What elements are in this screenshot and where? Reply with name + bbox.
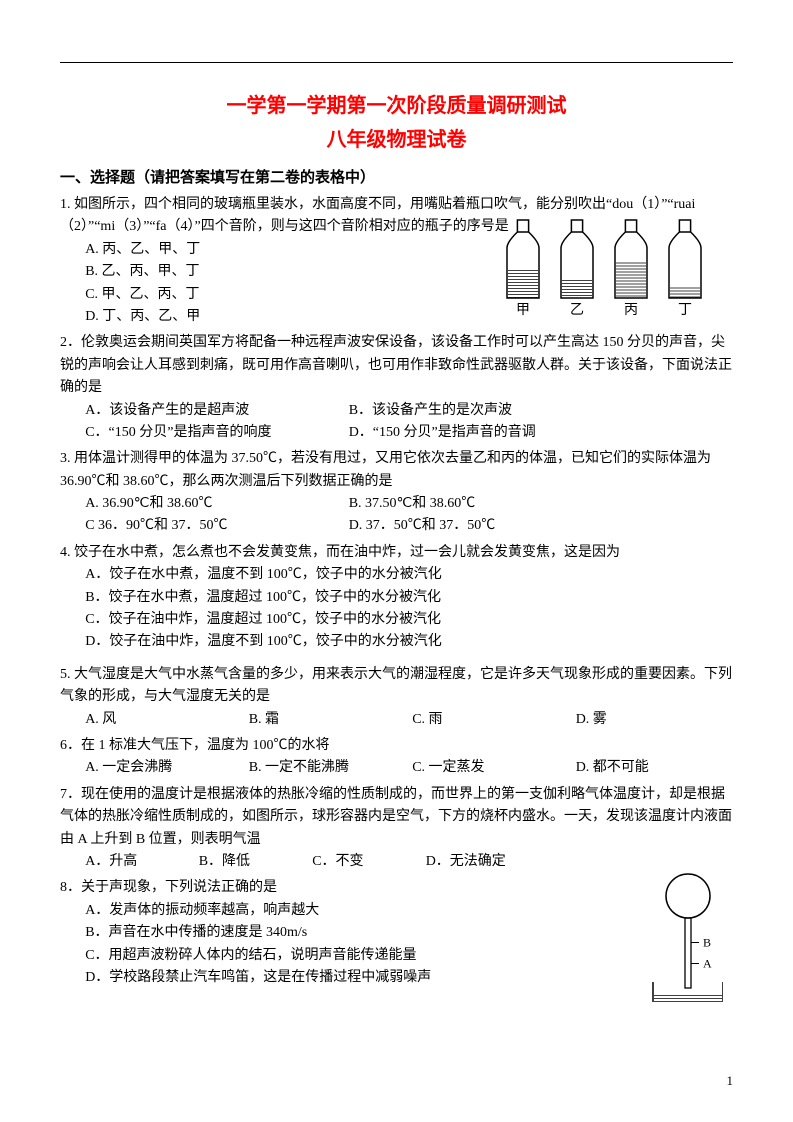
q6-opt-b: B. 一定不能沸腾 [249,757,409,779]
svg-text:乙: 乙 [570,302,584,318]
svg-text:丙: 丙 [624,303,638,318]
page-number: 1 [727,1071,734,1092]
q4-opt-c: C．饺子在油中炸，温度超过 100℃，饺子中的水分被汽化 [85,609,733,631]
q5-opt-d: D. 雾 [576,709,607,731]
question-3: 3. 用体温计测得甲的体温为 37.50℃，若没有甩过，又用它依次去量乙和丙的体… [60,448,733,538]
q6-stem: 6．在 1 标准大气压下，温度为 100℃的水将 [60,735,733,757]
q7-opt-c: C．不变 [312,851,422,873]
q3-options-row2: C 36．90℃和 37．50℃ D. 37．50℃和 37．50℃ [60,515,733,537]
q3-options-row1: A. 36.90℃和 38.60℃ B. 37.50℃和 38.60℃ [60,493,733,515]
q6-options: A. 一定会沸腾 B. 一定不能沸腾 C. 一定蒸发 D. 都不可能 [60,757,733,779]
q7-options: A．升高 B．降低 C．不变 D．无法确定 [60,851,733,873]
q6-opt-d: D. 都不可能 [576,757,649,779]
q4-opt-b: B．饺子在水中煮，温度超过 100℃，饺子中的水分被汽化 [85,587,733,609]
q3-opt-d: D. 37．50℃和 37．50℃ [349,515,496,537]
q1-opt-b: B. 乙、丙、甲、丁 [85,261,360,283]
q5-opt-b: B. 霜 [249,709,409,731]
q5-opt-c: C. 雨 [412,709,572,731]
question-4: 4. 饺子在水中煮，怎么煮也不会发黄变焦，而在油中炸，过一会儿就会发黄变焦，这是… [60,542,733,654]
q1-options: A. 丙、乙、甲、丁 B. 乙、丙、甲、丁 C. 甲、乙、丙、丁 D. 丁、丙、… [60,239,360,329]
question-2: 2．伦敦奥运会期间英国军方将配备一种远程声波安保设备，该设备工作时可以产生高达 … [60,332,733,444]
q3-opt-a: A. 36.90℃和 38.60℃ [85,493,345,515]
q5-opt-a: A. 风 [85,709,245,731]
q4-options: A．饺子在水中煮，温度不到 100℃，饺子中的水分被汽化 B．饺子在水中煮，温度… [60,564,733,654]
q5-stem: 5. 大气湿度是大气中水蒸气含量的多少，用来表示大气的潮湿程度，它是许多天气现象… [60,664,733,709]
title-line1: 一学第一学期第一次阶段质量调研测试 [60,90,733,122]
q5-options: A. 风 B. 霜 C. 雨 D. 雾 [60,709,733,731]
section-1-head: 一、选择题（请把答案填写在第二卷的表格中） [60,166,733,190]
q2-opt-c: C．“150 分贝”是指声音的响度 [85,422,345,444]
q6-opt-a: A. 一定会沸腾 [85,757,245,779]
figure-thermometer: BA [633,872,723,1002]
q2-stem: 2．伦敦奥运会期间英国军方将配备一种远程声波安保设备，该设备工作时可以产生高达 … [60,332,733,399]
q4-stem: 4. 饺子在水中煮，怎么煮也不会发黄变焦，而在油中炸，过一会儿就会发黄变焦，这是… [60,542,733,564]
q1-opt-a: A. 丙、乙、甲、丁 [85,239,360,261]
q2-opt-b: B．该设备产生的是次声波 [349,400,512,422]
figure-bottles: 甲乙丙丁 [503,218,723,323]
q2-opt-a: A．该设备产生的是超声波 [85,400,345,422]
question-7: 7．现在使用的温度计是根据液体的热胀冷缩的性质制成的，而世界上的第一支伽利略气体… [60,784,733,874]
q4-opt-a: A．饺子在水中煮，温度不到 100℃，饺子中的水分被汽化 [85,564,733,586]
svg-text:丁: 丁 [678,303,692,318]
q7-opt-d: D．无法确定 [426,851,506,873]
q2-options-row2: C．“150 分贝”是指声音的响度 D．“150 分贝”是指声音的音调 [60,422,733,444]
q3-opt-c: C 36．90℃和 37．50℃ [85,515,345,537]
q6-opt-c: C. 一定蒸发 [412,757,572,779]
q1-opt-d: D. 丁、丙、乙、甲 [85,306,360,328]
q2-opt-d: D．“150 分贝”是指声音的音调 [349,422,536,444]
q3-opt-b: B. 37.50℃和 38.60℃ [349,493,476,515]
q3-stem: 3. 用体温计测得甲的体温为 37.50℃，若没有甩过，又用它依次去量乙和丙的体… [60,448,733,493]
title-block: 一学第一学期第一次阶段质量调研测试 八年级物理试卷 [60,90,733,156]
svg-text:B: B [703,936,711,950]
top-rule [60,62,733,63]
q7-stem: 7．现在使用的温度计是根据液体的热胀冷缩的性质制成的，而世界上的第一支伽利略气体… [60,784,733,851]
question-5: 5. 大气湿度是大气中水蒸气含量的多少，用来表示大气的潮湿程度，它是许多天气现象… [60,664,733,731]
svg-text:甲: 甲 [516,303,530,318]
q1-opt-c: C. 甲、乙、丙、丁 [85,284,360,306]
question-6: 6．在 1 标准大气压下，温度为 100℃的水将 A. 一定会沸腾 B. 一定不… [60,735,733,780]
q7-opt-b: B．降低 [199,851,309,873]
q2-options-row1: A．该设备产生的是超声波 B．该设备产生的是次声波 [60,400,733,422]
title-line2: 八年级物理试卷 [60,124,733,156]
svg-text:A: A [703,957,712,971]
q4-opt-d: D．饺子在油中炸，温度不到 100℃，饺子中的水分被汽化 [85,631,733,653]
q7-opt-a: A．升高 [85,851,195,873]
